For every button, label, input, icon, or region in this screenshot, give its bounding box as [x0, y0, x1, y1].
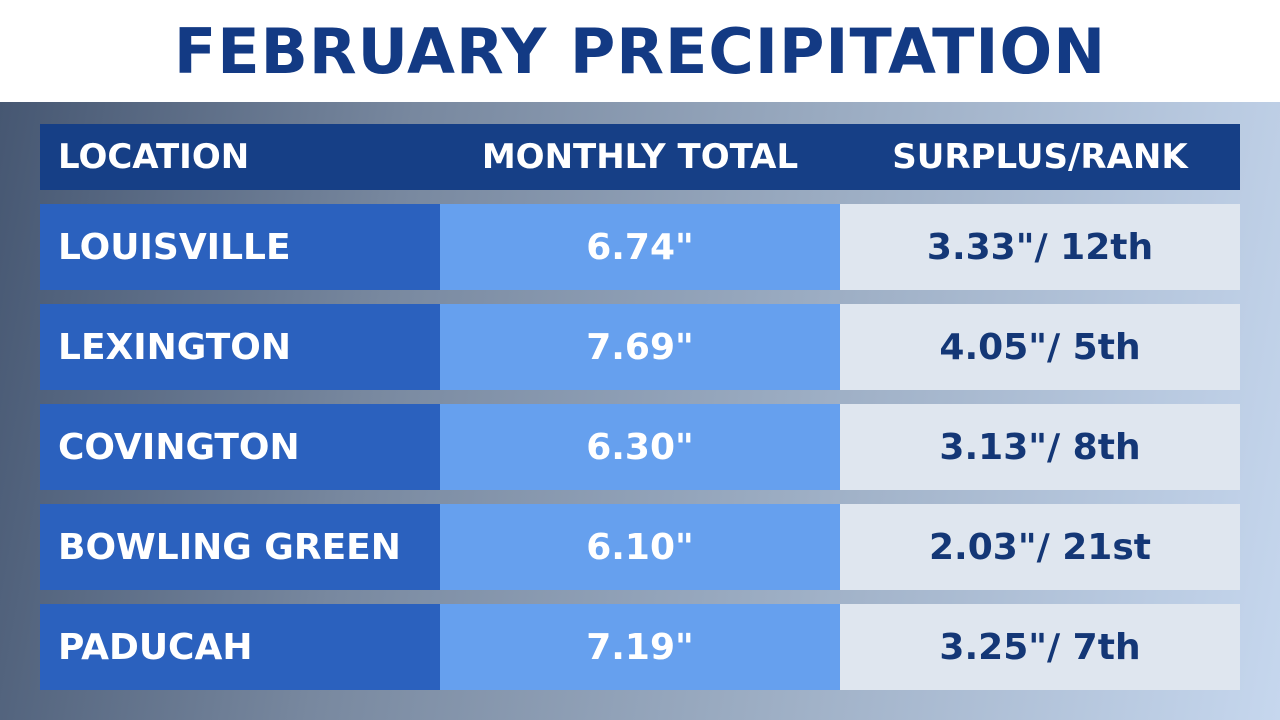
- surplus-rank-cell: 3.25"/ 7th: [840, 604, 1240, 690]
- location-cell: PADUCAH: [40, 604, 440, 690]
- monthly-total-cell: 7.69": [440, 304, 840, 390]
- location-cell: LEXINGTON: [40, 304, 440, 390]
- table-header-row: LOCATION MONTHLY TOTAL SURPLUS/RANK: [40, 124, 1240, 190]
- surplus-rank-cell: 4.05"/ 5th: [840, 304, 1240, 390]
- location-cell: BOWLING GREEN: [40, 504, 440, 590]
- monthly-total-cell: 6.30": [440, 404, 840, 490]
- surplus-rank-cell: 3.33"/ 12th: [840, 204, 1240, 290]
- table-row: PADUCAH 7.19" 3.25"/ 7th: [40, 604, 1240, 690]
- header-location: LOCATION: [58, 137, 250, 177]
- surplus-rank-cell: 2.03"/ 21st: [840, 504, 1240, 590]
- table-row: LEXINGTON 7.69" 4.05"/ 5th: [40, 304, 1240, 390]
- monthly-total-cell: 6.10": [440, 504, 840, 590]
- monthly-total-cell: 6.74": [440, 204, 840, 290]
- location-cell: COVINGTON: [40, 404, 440, 490]
- title-bar: FEBRUARY PRECIPITATION: [0, 0, 1280, 102]
- header-surplus-rank: SURPLUS/RANK: [892, 137, 1188, 177]
- table-row: LOUISVILLE 6.74" 3.33"/ 12th: [40, 204, 1240, 290]
- table-row: COVINGTON 6.30" 3.13"/ 8th: [40, 404, 1240, 490]
- monthly-total-cell: 7.19": [440, 604, 840, 690]
- location-cell: LOUISVILLE: [40, 204, 440, 290]
- table-row: BOWLING GREEN 6.10" 2.03"/ 21st: [40, 504, 1240, 590]
- header-monthly-total: MONTHLY TOTAL: [481, 137, 799, 177]
- page-title: FEBRUARY PRECIPITATION: [173, 14, 1107, 88]
- surplus-rank-cell: 3.13"/ 8th: [840, 404, 1240, 490]
